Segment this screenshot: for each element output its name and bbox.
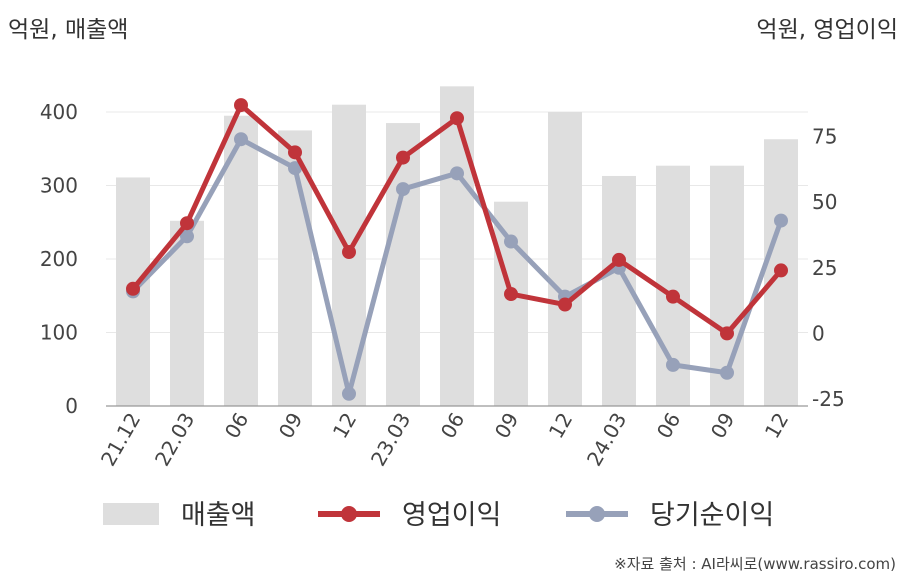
x-tick-label: 12 — [328, 409, 362, 443]
right-tick-label: 25 — [812, 256, 837, 280]
net-income-point — [504, 234, 518, 249]
legend-label: 영업이익 — [402, 500, 501, 531]
revenue-bar — [386, 123, 420, 407]
legend-swatch-marker — [589, 506, 605, 522]
x-tick-label: 09 — [274, 409, 308, 443]
x-tick-label: 22.03 — [150, 409, 199, 471]
operating-profit-point — [126, 281, 140, 296]
right-tick-label: -25 — [812, 387, 845, 411]
revenue-bar — [494, 201, 528, 406]
x-tick-label: 24.03 — [582, 409, 631, 471]
right-tick-label: 50 — [812, 190, 837, 214]
operating-profit-point — [720, 326, 734, 341]
operating-profit-point — [450, 111, 464, 126]
operating-profit-point — [612, 252, 626, 267]
net-income-point — [342, 386, 356, 401]
net-income-point — [774, 213, 788, 228]
net-income-point — [720, 365, 734, 380]
operating-profit-point — [774, 263, 788, 278]
legend-label: 당기순이익 — [650, 500, 774, 531]
left-tick-label: 400 — [40, 100, 78, 124]
legend-swatch-marker — [341, 506, 357, 522]
revenue-bar — [440, 86, 474, 406]
right-axis-unit: 억원, 영업이익 — [756, 17, 898, 43]
legend-swatch-revenue — [103, 503, 159, 525]
x-tick-label: 09 — [490, 409, 524, 443]
left-tick-label: 300 — [40, 174, 78, 198]
left-tick-label: 0 — [65, 394, 78, 418]
legend-label: 매출액 — [181, 500, 256, 531]
profit-lines — [126, 98, 788, 401]
right-tick-label: 75 — [812, 125, 837, 149]
revenue-bar — [170, 220, 204, 406]
right-tick-label: 0 — [812, 321, 825, 345]
net-income-point — [450, 166, 464, 181]
x-tick-label: 12 — [760, 409, 794, 443]
operating-profit-point — [396, 150, 410, 165]
x-tick-label: 21.12 — [96, 409, 145, 471]
operating-profit-point — [558, 297, 572, 312]
x-tick-label: 06 — [436, 409, 470, 443]
x-tick-label: 12 — [544, 409, 578, 443]
operating-profit-point — [234, 98, 248, 113]
x-tick-label: 23.03 — [366, 409, 415, 471]
operating-profit-point — [180, 216, 194, 231]
net-income-point — [666, 357, 680, 372]
operating-profit-point — [342, 245, 356, 260]
operating-profit-point — [666, 289, 680, 304]
legend: 매출액 영업이익 당기순이익 — [103, 500, 774, 531]
net-income-point — [234, 132, 248, 147]
net-income-point — [288, 161, 302, 176]
source-note: ※자료 출처 : AI라씨로(www.rassiro.com) — [614, 555, 896, 573]
revenue-bar — [548, 112, 582, 406]
operating-profit-point — [504, 287, 518, 302]
x-tick-label: 06 — [220, 409, 254, 443]
left-tick-label: 100 — [40, 321, 78, 345]
left-axis-unit: 억원, 매출액 — [8, 17, 129, 43]
operating-profit-point — [288, 145, 302, 160]
x-tick-label: 06 — [652, 409, 686, 443]
revenue-bars — [116, 86, 798, 407]
left-tick-label: 200 — [40, 247, 78, 271]
net-income-point — [180, 229, 194, 244]
x-tick-label: 09 — [706, 409, 740, 443]
net-income-point — [396, 182, 410, 197]
